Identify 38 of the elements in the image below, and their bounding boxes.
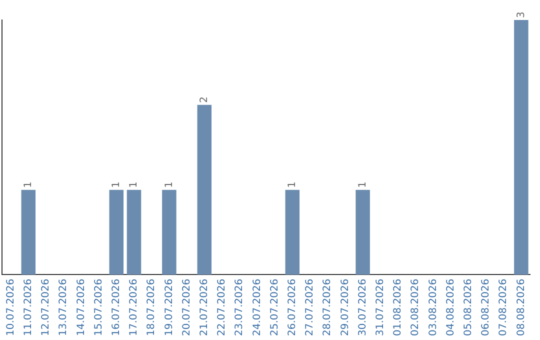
x-tick-label: 11.07.2026 xyxy=(22,278,34,336)
x-tick-label: 13.07.2026 xyxy=(58,278,70,336)
x-tick-label: 01.08.2026 xyxy=(392,278,404,336)
x-tick-label: 19.07.2026 xyxy=(164,278,175,336)
data-label: 2 xyxy=(198,96,210,103)
x-tick-label: 14.07.2026 xyxy=(76,278,87,336)
x-tick-label: 30.07.2026 xyxy=(357,278,368,336)
x-tick-label: 29.07.2026 xyxy=(340,278,351,336)
x-tick-label: 22.07.2026 xyxy=(216,278,228,336)
x-tick-label: 28.07.2026 xyxy=(322,278,334,336)
x-tick-label: 18.07.2026 xyxy=(146,278,158,336)
x-tick-label: 06.08.2026 xyxy=(480,278,492,336)
data-label: 1 xyxy=(357,181,368,188)
x-tick-label: 10.07.2026 xyxy=(5,278,16,336)
data-label: 1 xyxy=(110,181,122,188)
data-label: 1 xyxy=(286,181,298,188)
x-tick-label: 17.07.2026 xyxy=(128,278,140,336)
x-tick-label: 26.07.2026 xyxy=(286,278,298,336)
x-tick-label: 20.07.2026 xyxy=(181,278,192,336)
x-tick-label: 12.07.2026 xyxy=(40,278,52,336)
x-tick-label: 04.08.2026 xyxy=(445,278,456,336)
x-tick-label: 08.08.2026 xyxy=(516,278,527,336)
x-tick-label: 16.07.2026 xyxy=(110,278,122,336)
x-tick-label: 24.07.2026 xyxy=(252,278,263,336)
data-label: 1 xyxy=(128,181,140,188)
x-tick-label: 15.07.2026 xyxy=(93,278,104,336)
x-tick-label: 05.08.2026 xyxy=(462,278,474,336)
data-label: 1 xyxy=(22,181,34,188)
x-tick-label: 31.07.2026 xyxy=(374,278,386,336)
data-label: 3 xyxy=(516,12,527,18)
data-label: 1 xyxy=(164,181,175,188)
x-tick-label: 02.08.2026 xyxy=(410,278,422,336)
x-tick-label: 21.07.2026 xyxy=(198,278,210,336)
x-tick-label: 03.08.2026 xyxy=(428,278,439,336)
x-tick-label: 25.07.2026 xyxy=(269,278,280,336)
x-tick-label: 07.08.2026 xyxy=(498,278,510,336)
x-tick-label: 27.07.2026 xyxy=(304,278,316,336)
x-tick-label: 23.07.2026 xyxy=(234,278,246,336)
